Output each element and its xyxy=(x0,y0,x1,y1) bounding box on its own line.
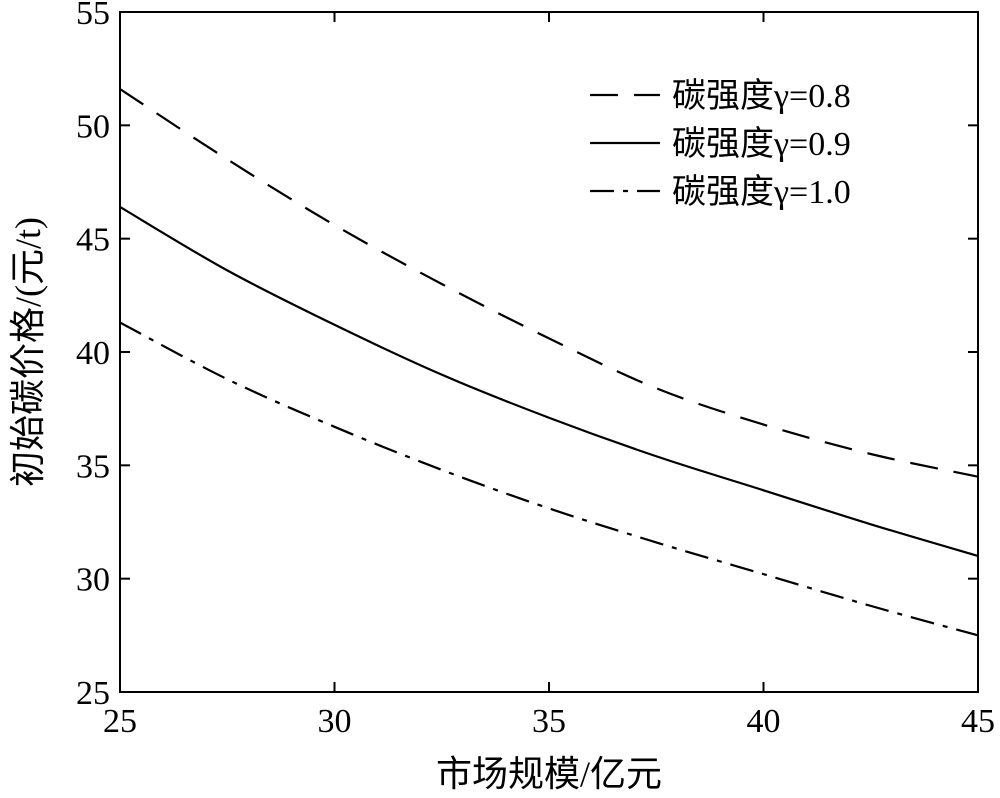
y-tick-label: 55 xyxy=(76,0,110,32)
x-tick-label: 35 xyxy=(532,703,566,740)
series-line-3 xyxy=(119,321,979,637)
legend-label-2: 碳强度γ=0.9 xyxy=(672,125,851,163)
y-axis-title: 初始碳价格/(元/t) xyxy=(8,217,48,487)
axis-ticks: 25 30 35 40 45 25 30 35 40 45 50 55 xyxy=(76,0,995,740)
legend-label-1: 碳强度γ=0.8 xyxy=(672,77,851,115)
y-tick-label: 35 xyxy=(76,448,110,485)
x-axis-title: 市场规模/亿元 xyxy=(436,754,662,794)
legend-label-3: 碳强度γ=1.0 xyxy=(672,173,851,211)
legend: 碳强度γ=0.8 碳强度γ=0.9 碳强度γ=1.0 xyxy=(590,77,851,211)
series-line-1 xyxy=(119,88,979,478)
y-tick-label: 30 xyxy=(76,562,110,599)
y-tick-label: 45 xyxy=(76,222,110,259)
x-tick-label: 25 xyxy=(103,703,137,740)
y-tick-label: 50 xyxy=(76,108,110,145)
x-tick-label: 40 xyxy=(747,703,781,740)
x-tick-label: 30 xyxy=(318,703,352,740)
y-tick-label: 40 xyxy=(76,335,110,372)
x-tick-label: 45 xyxy=(961,703,995,740)
y-tick-label: 25 xyxy=(76,675,110,712)
series-line-2 xyxy=(119,205,979,558)
series-lines xyxy=(119,88,979,637)
